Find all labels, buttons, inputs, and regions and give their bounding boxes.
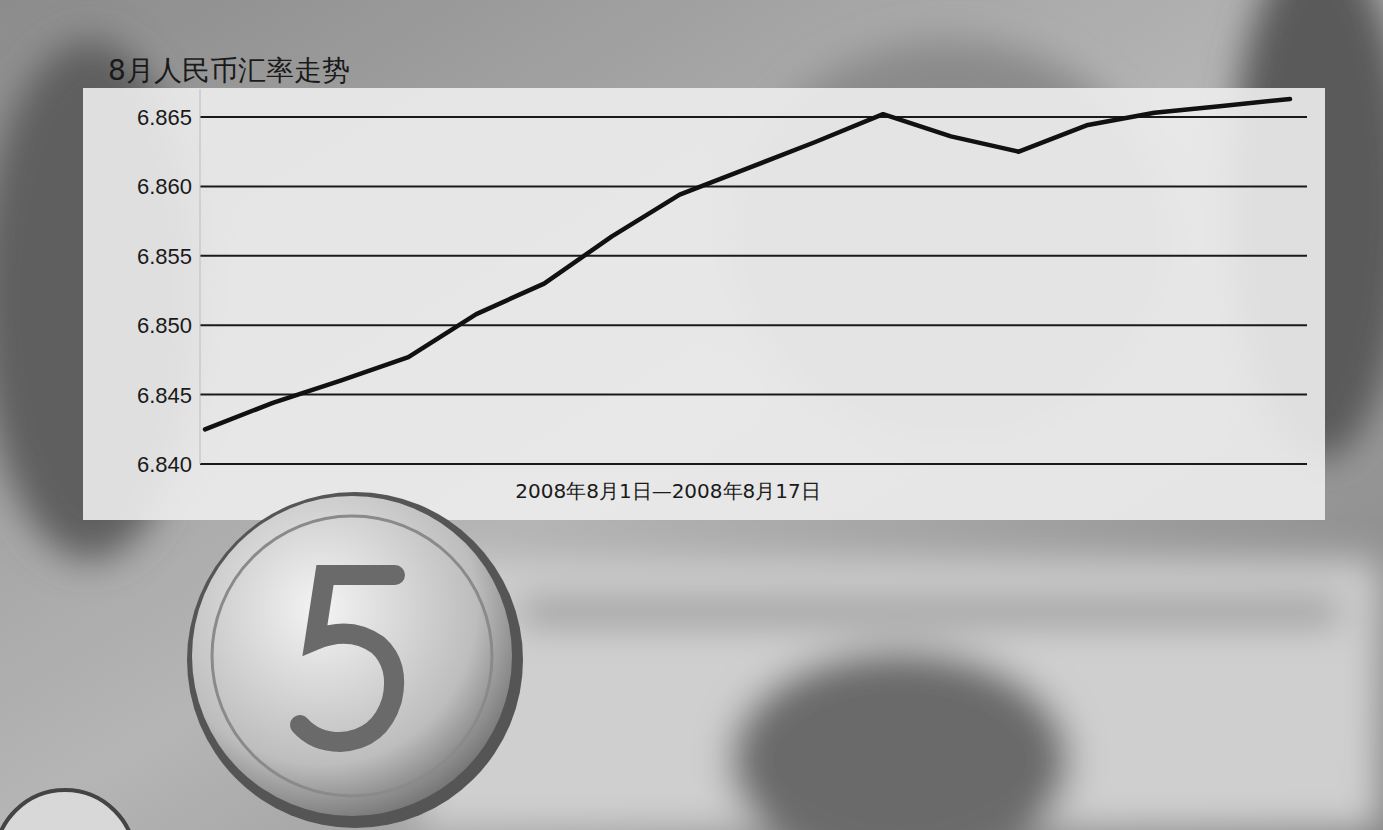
x-axis-label: 2008年8月1日—2008年8月17日 — [515, 479, 820, 503]
coin-numeral-shape — [300, 575, 395, 742]
coin-decoration — [187, 492, 523, 828]
chart-root: 8月人民币汇率走势 6.840 6.845 6.850 6.855 6.860 6.865 2… — [0, 0, 1383, 830]
grid-line — [200, 324, 1307, 326]
grid-line — [200, 255, 1307, 257]
y-tick-label: 6.850 — [137, 313, 192, 338]
grid-line — [200, 185, 1307, 187]
y-tick-label: 6.845 — [137, 383, 192, 408]
decor — [520, 600, 1340, 624]
chart-title: 8月人民币汇率走势 — [108, 54, 350, 87]
background-decor — [0, 0, 1383, 830]
data-line — [205, 99, 1290, 429]
coin-small — [0, 790, 135, 830]
y-tick-label: 6.865 — [137, 105, 192, 130]
coin-edge — [187, 492, 523, 828]
grid-line — [200, 463, 1307, 465]
y-tick-label: 6.855 — [137, 244, 192, 269]
plot-panel — [83, 88, 1325, 520]
decor — [730, 650, 1070, 830]
plot-marks — [205, 99, 1290, 429]
y-tick-label: 6.860 — [137, 174, 192, 199]
y-axis-line — [200, 89, 201, 464]
coin-ring — [212, 516, 492, 796]
background — [0, 0, 1383, 830]
coin-face — [192, 496, 512, 816]
grid-line — [200, 394, 1307, 396]
y-tick-label: 6.840 — [137, 452, 192, 477]
